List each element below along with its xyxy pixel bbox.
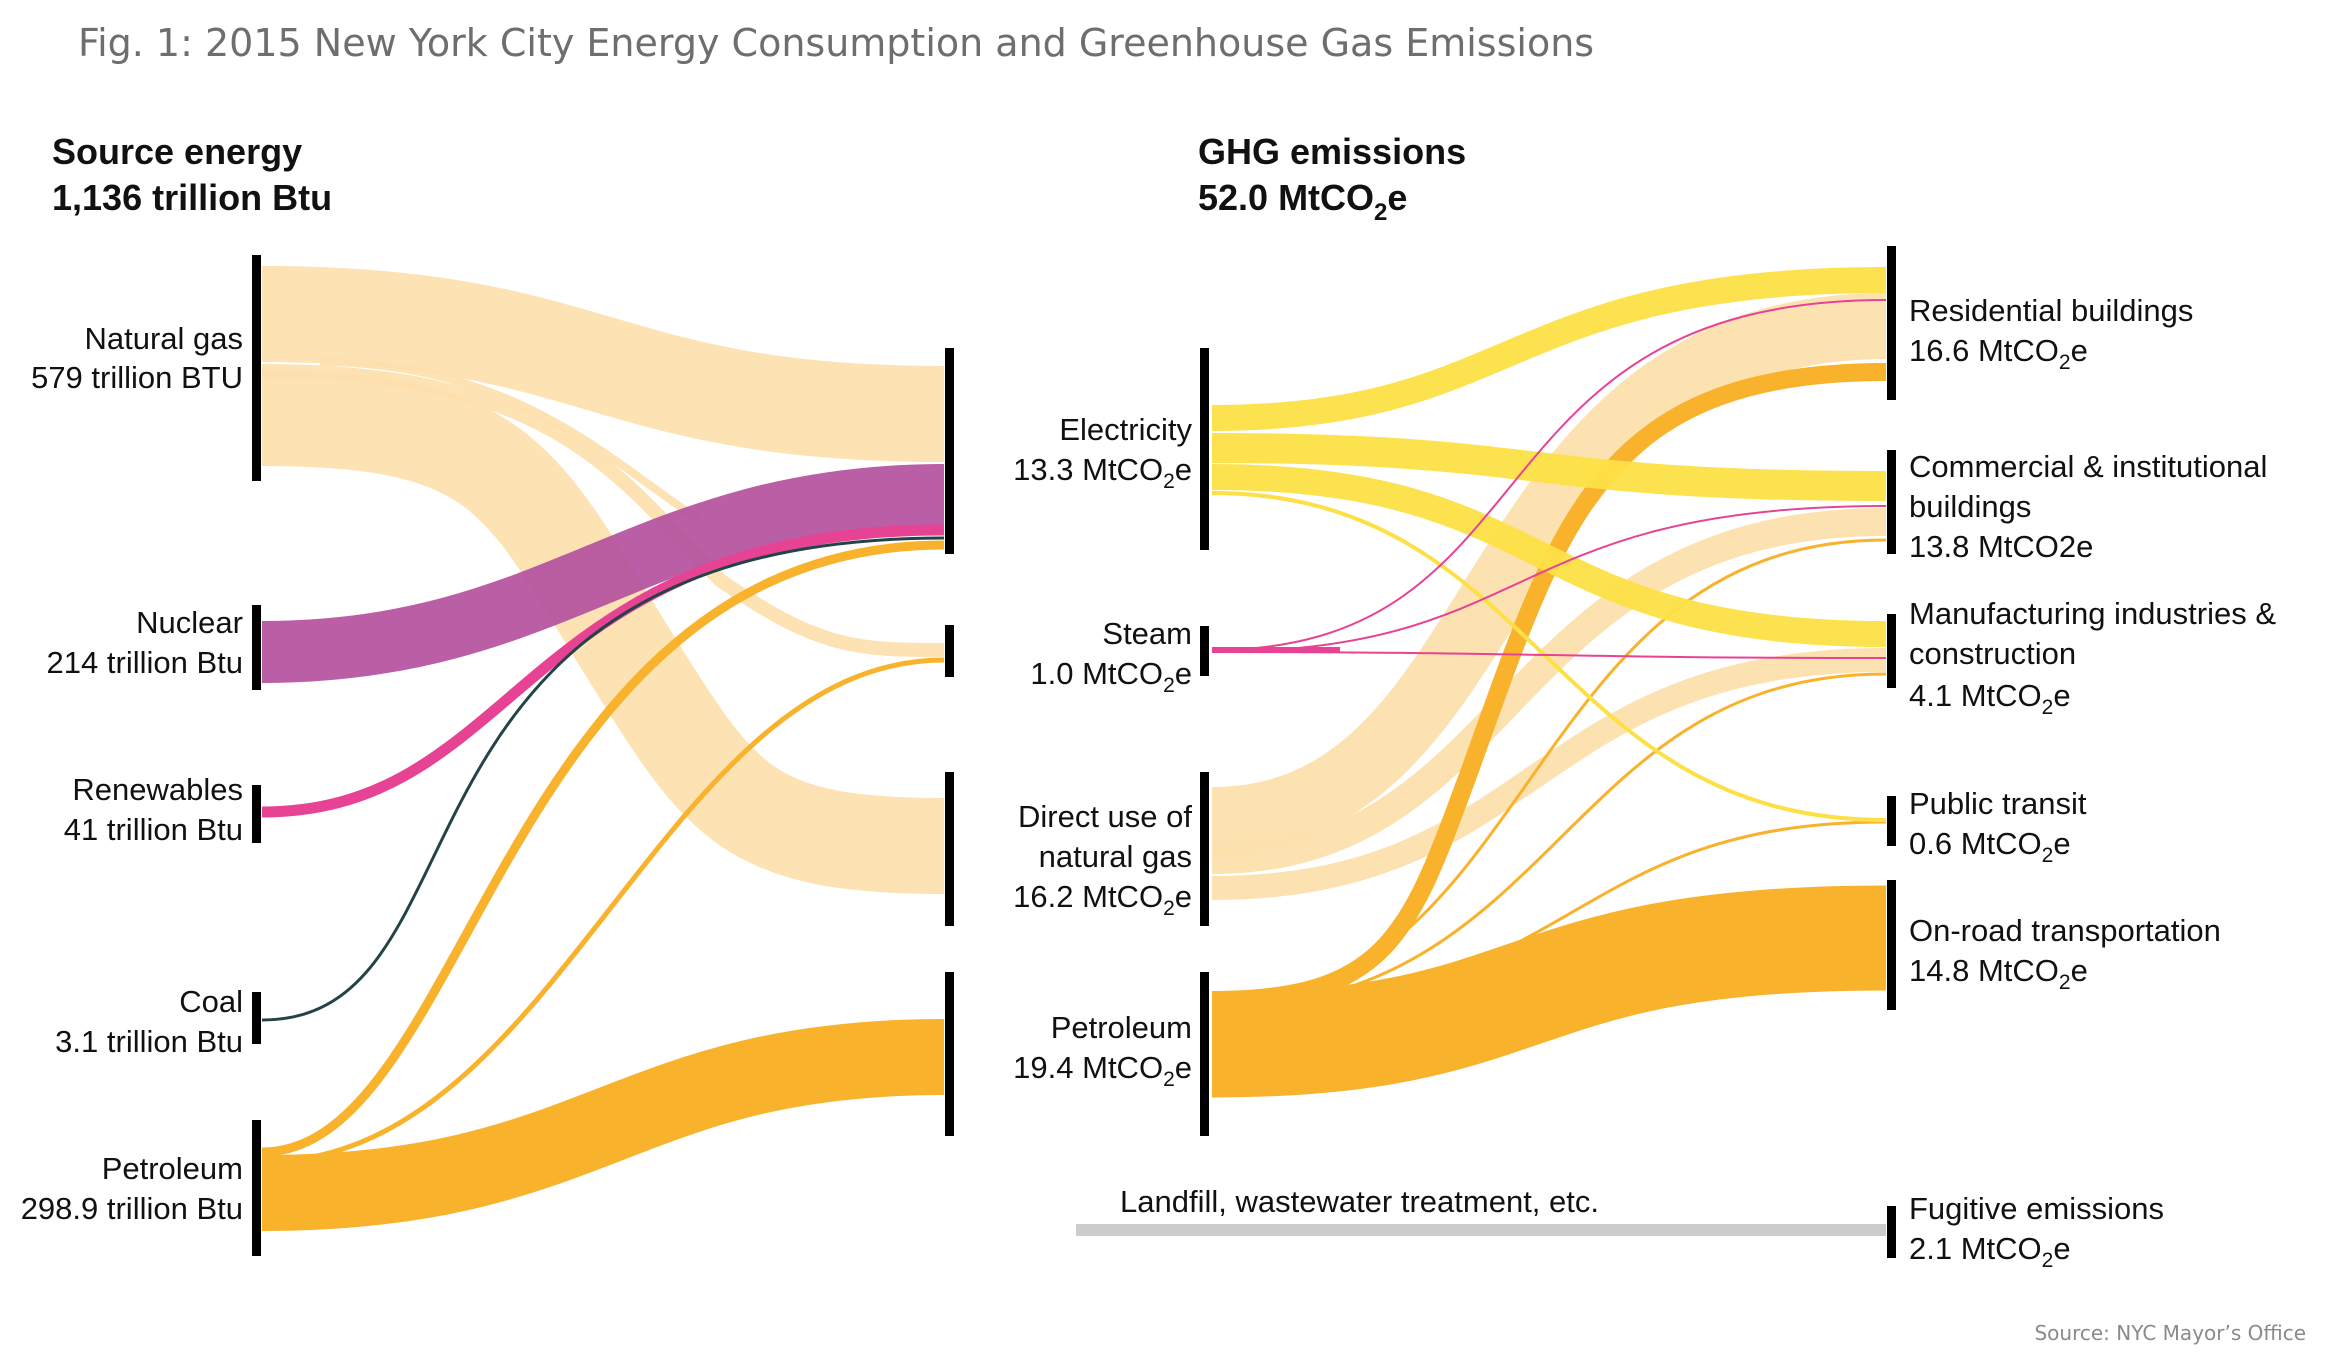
label-direct-gas-value: 16.2 MtCO2e	[1013, 879, 1192, 920]
flow-electricity-to-commercial	[1211, 433, 1887, 501]
label-renewables: Renewables	[72, 772, 243, 807]
energy-flows	[261, 266, 945, 1231]
node-bar-coal	[252, 992, 261, 1044]
node-bar-onroad	[1887, 880, 1896, 1010]
node-bar-manufacturing	[1887, 614, 1896, 688]
label-transit: Public transit	[1909, 786, 2087, 821]
label-manufacturing-2: construction	[1909, 636, 2076, 671]
flow-petroleum-to-transit	[1211, 820, 1887, 1013]
node-bar-commercial	[1887, 450, 1896, 554]
label-fugitive: Fugitive emissions	[1909, 1191, 2164, 1226]
label-petroleum: Petroleum	[102, 1151, 243, 1186]
label-electricity-value: 13.3 MtCO2e	[1013, 452, 1192, 493]
label-nuclear: Nuclear	[136, 605, 243, 640]
flow-coal-to-electricity	[261, 536, 945, 1022]
flow-steam-to-residential	[1211, 299, 1887, 651]
source-energy-total: 1,136 trillion Btu	[52, 177, 332, 218]
label-petroleum-value: 298.9 trillion Btu	[21, 1191, 243, 1226]
ghg-flows	[1076, 267, 1887, 1236]
flow-direct-gas-to-residential	[1211, 293, 1887, 853]
flow-nuclear-to-electricity	[261, 464, 945, 683]
flow-petroleum-to-electricity	[261, 540, 945, 1157]
label-onroad: On-road transportation	[1909, 913, 2221, 948]
label-commercial: Commercial & institutional	[1909, 449, 2267, 484]
label-commercial-2: buildings	[1909, 489, 2031, 524]
node-bar-mid-direct-gas	[945, 772, 954, 926]
label-onroad-value: 14.8 MtCO2e	[1909, 953, 2088, 994]
flow-natural-gas-minor	[319, 358, 703, 524]
label-coal: Coal	[179, 984, 243, 1019]
node-bar-ghg-petroleum	[1200, 972, 1209, 1136]
flow-electricity-to-manufacturing	[1211, 464, 1887, 647]
label-transit-value: 0.6 MtCO2e	[1909, 826, 2071, 867]
node-bar-mid-electricity	[945, 348, 954, 554]
flow-direct-gas-to-commercial	[1211, 508, 1887, 874]
label-nuclear-value: 214 trillion Btu	[47, 645, 243, 680]
flow-renewables-to-electricity	[261, 524, 945, 818]
node-bar-mid-petroleum	[945, 972, 954, 1136]
source-labels: Natural gas 579 trillion BTU Nuclear 214…	[21, 321, 243, 1226]
node-bar-electricity	[1200, 348, 1209, 550]
flow-natural-gas-to-direct-use	[261, 370, 945, 894]
ghg-source-labels: Electricity 13.3 MtCO2e Steam 1.0 MtCO2e…	[1013, 412, 1192, 1091]
sector-labels: Residential buildings 16.6 MtCO2e Commer…	[1909, 293, 2276, 1272]
label-commercial-value: 13.8 MtCO2e	[1909, 529, 2093, 564]
label-manufacturing-value: 4.1 MtCO2e	[1909, 678, 2071, 719]
flow-petroleum-to-commercial	[1211, 538, 1887, 1007]
node-bar-natural-gas	[252, 255, 261, 481]
flow-petroleum-to-petroleum	[261, 1019, 945, 1231]
flow-natural-gas-to-electricity	[261, 266, 945, 462]
label-residential-value: 16.6 MtCO2e	[1909, 333, 2088, 374]
label-steam: Steam	[1102, 616, 1192, 651]
flow-electricity-to-transit	[1211, 491, 1887, 822]
flow-electricity-to-residential	[1211, 267, 1887, 431]
label-steam-value: 1.0 MtCO2e	[1030, 656, 1192, 697]
label-direct-gas-2: natural gas	[1039, 839, 1192, 874]
label-renewables-value: 41 trillion Btu	[64, 812, 243, 847]
source-credit: Source: NYC Mayor’s Office	[2034, 1321, 2306, 1345]
node-bar-steam	[1200, 626, 1209, 676]
label-natural-gas-value: 579 trillion BTU	[31, 360, 243, 395]
flow-petroleum-to-residential	[1211, 363, 1887, 1009]
flow-direct-gas-to-manufacturing	[1211, 648, 1887, 900]
label-manufacturing: Manufacturing industries &	[1909, 596, 2276, 631]
node-bar-transit	[1887, 796, 1896, 846]
ghg-total: 52.0 MtCO2e	[1198, 177, 1407, 226]
flow-petroleum-to-manufacturing	[1211, 672, 1887, 1010]
label-landfill: Landfill, wastewater treatment, etc.	[1120, 1184, 1599, 1219]
label-ghg-petroleum: Petroleum	[1051, 1010, 1192, 1045]
node-bar-fugitive	[1887, 1206, 1896, 1258]
source-energy-heading: Source energy	[52, 131, 302, 172]
ghg-heading: GHG emissions	[1198, 131, 1466, 172]
label-ghg-petroleum-value: 19.4 MtCO2e	[1013, 1050, 1192, 1091]
node-bar-nuclear	[252, 605, 261, 690]
node-bar-direct-gas	[1200, 772, 1209, 926]
label-fugitive-value: 2.1 MtCO2e	[1909, 1231, 2071, 1272]
flow-petroleum-to-onroad	[1211, 885, 1887, 1098]
node-bar-petroleum	[252, 1120, 261, 1256]
node-bar-mid-steam	[945, 625, 954, 677]
node-bar-renewables	[252, 785, 261, 843]
flow-steam-to-commercial	[1211, 505, 1887, 653]
label-coal-value: 3.1 trillion Btu	[55, 1024, 243, 1059]
node-bar-residential	[1887, 246, 1896, 400]
flow-petroleum-to-steam	[261, 657, 945, 1165]
label-electricity: Electricity	[1059, 412, 1192, 447]
label-natural-gas: Natural gas	[84, 321, 243, 356]
label-residential: Residential buildings	[1909, 293, 2193, 328]
figure-title: Fig. 1: 2015 New York City Energy Consum…	[78, 21, 1594, 65]
label-direct-gas: Direct use of	[1018, 799, 1192, 834]
